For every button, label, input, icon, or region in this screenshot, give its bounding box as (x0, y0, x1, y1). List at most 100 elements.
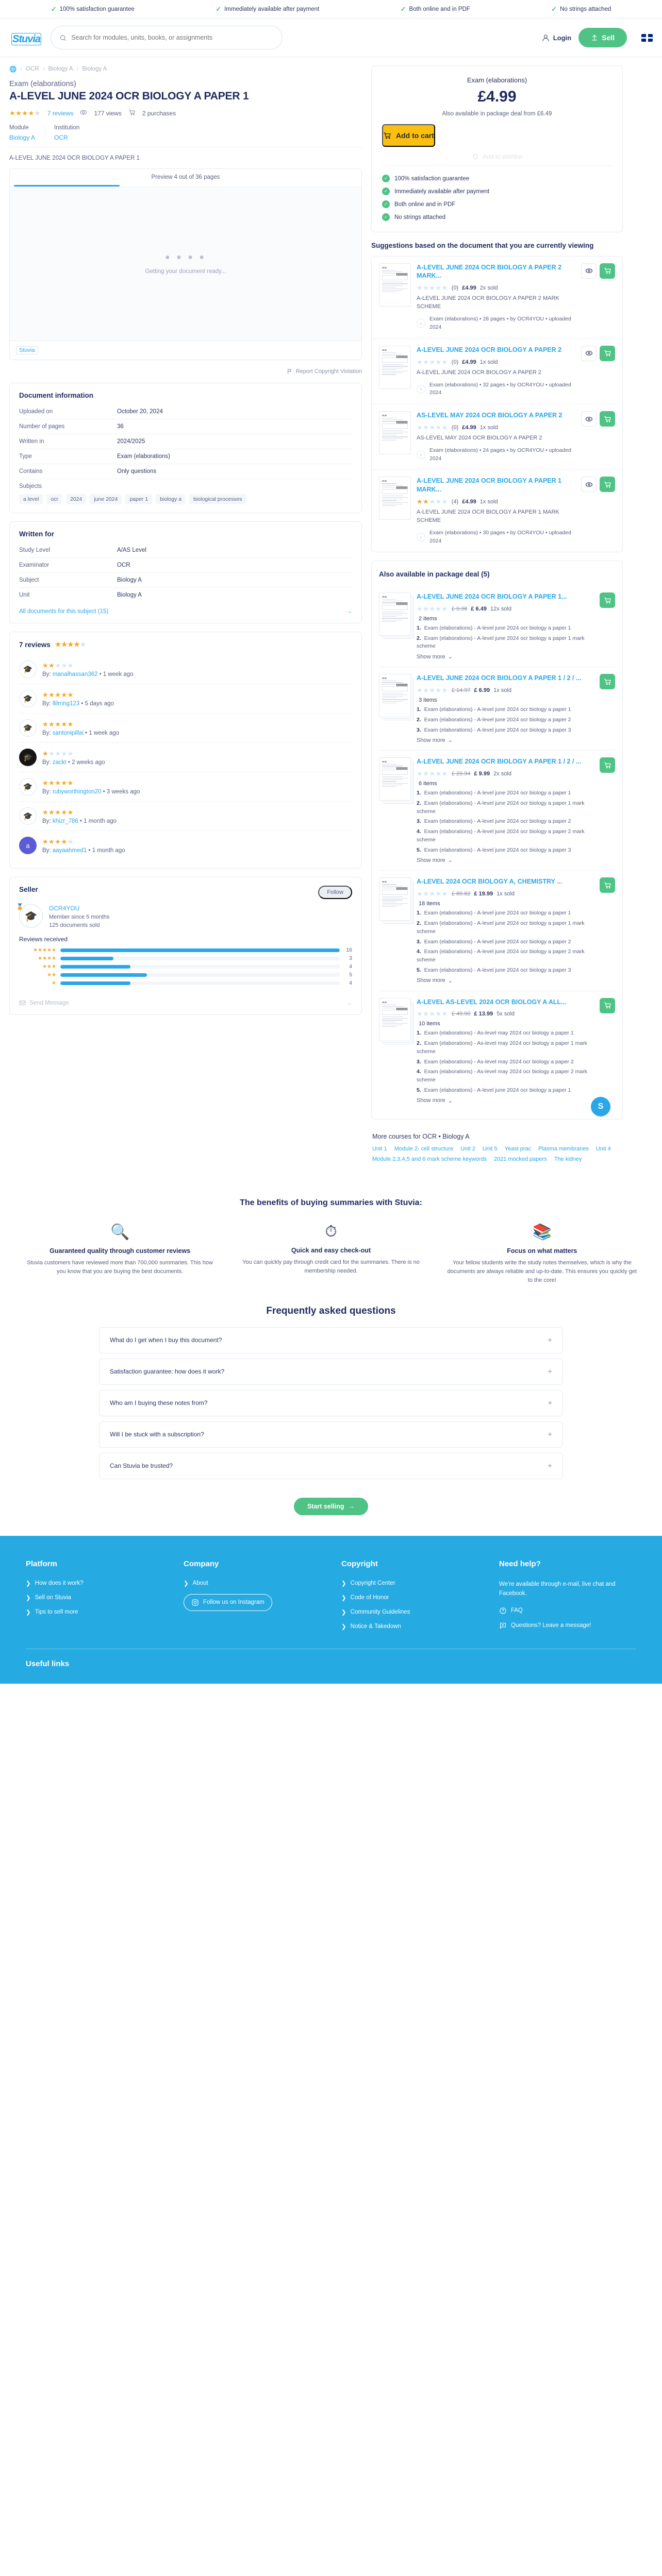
module-value[interactable]: Biology A (9, 134, 36, 141)
list-item[interactable]: OCR A-LEVEL JUNE 2024 OCR BIOLOGY A PAPER… (372, 339, 622, 404)
language-flag-icon[interactable] (641, 33, 653, 42)
package-title-link[interactable]: A-LEVEL 2024 OCR BIOLOGY A, CHEMISTRY ..… (417, 878, 562, 886)
add-to-cart-button[interactable] (600, 997, 615, 1013)
show-more-button[interactable]: Show more ⌄ (417, 977, 453, 984)
list-item[interactable]: OCR AS-LEVEL MAY 2024 OCR BIOLOGY A PAPER… (372, 404, 622, 470)
add-to-cart-button[interactable] (600, 592, 615, 608)
footer-link[interactable]: ❯ How does it work? (26, 1580, 163, 1587)
suggestion-title-link[interactable]: A-LEVEL JUNE 2024 OCR BIOLOGY A PAPER 2 (417, 346, 562, 353)
show-more-button[interactable]: Show more ⌄ (417, 653, 453, 660)
add-to-cart-button[interactable]: Add to cart (382, 124, 435, 147)
show-more-button[interactable]: Show more ⌄ (417, 857, 453, 864)
search-input[interactable] (71, 34, 274, 41)
course-tag[interactable]: Module 2- cell structure (394, 1145, 454, 1152)
add-to-wishlist-button[interactable]: Add to wishlist (382, 147, 612, 165)
reviewer-link[interactable]: zackt (52, 759, 67, 766)
subject-tag[interactable]: 2024 (65, 494, 87, 504)
preview-body[interactable]: ● ● ● ● Getting your document ready... (10, 187, 361, 341)
search-box[interactable] (51, 26, 283, 49)
all-documents-link[interactable]: All documents for this subject (15) → (19, 602, 352, 615)
faq-item[interactable]: Will I be stuck with a subscription? + (99, 1421, 563, 1448)
magnifier-doc-icon: 🔍 (110, 1223, 130, 1241)
course-tag[interactable]: Yeast prac (504, 1145, 532, 1152)
add-to-cart-button[interactable] (600, 877, 615, 893)
list-item[interactable]: OCR A-LEVEL 2024 OCR BIOLOGY A, CHEMISTRY… (379, 871, 615, 991)
faq-link[interactable]: FAQ (499, 1607, 636, 1615)
list-item[interactable]: OCR A-LEVEL AS-LEVEL 2024 OCR BIOLOGY A A… (379, 991, 615, 1111)
course-tag[interactable]: Plasma membranes (538, 1145, 589, 1152)
package-title-link[interactable]: A-LEVEL AS-LEVEL 2024 OCR BIOLOGY A ALL.… (417, 998, 567, 1006)
faq-item[interactable]: Who am I buying these notes from? + (99, 1389, 563, 1416)
globe-icon[interactable]: 🌐 (9, 66, 17, 73)
reviewer-link[interactable]: khizr_786 (52, 818, 78, 824)
start-selling-button[interactable]: Start selling → (293, 1497, 369, 1515)
breadcrumb-item-biology-a[interactable]: Biology A (48, 66, 73, 72)
suggestion-title-link[interactable]: AS-LEVEL MAY 2024 OCR BIOLOGY A PAPER 2 (417, 412, 562, 419)
footer-link[interactable]: ❯ Notice & Takedown (341, 1623, 478, 1630)
faq-item[interactable]: Can Stuvia be trusted? + (99, 1452, 563, 1479)
show-more-button[interactable]: Show more ⌄ (417, 737, 453, 744)
subject-tag[interactable]: biological processes (189, 494, 246, 504)
course-tag[interactable]: Module 2,3,4,5 and 6 mark scheme keyword… (372, 1156, 487, 1162)
list-item[interactable]: OCR A-LEVEL JUNE 2024 OCR BIOLOGY A PAPER… (379, 667, 615, 751)
suggestion-title-link[interactable]: A-LEVEL JUNE 2024 OCR BIOLOGY A PAPER 2 … (417, 263, 562, 280)
report-copyright-row[interactable]: Report Copyright Violation (9, 368, 362, 375)
show-more-button[interactable]: Show more ⌄ (417, 1097, 453, 1104)
add-to-cart-button[interactable] (600, 674, 615, 690)
reviewer-link[interactable]: aayaahmed1 (52, 847, 87, 854)
footer-link[interactable]: ❯ About (184, 1580, 321, 1587)
course-tag[interactable]: Unit 5 (482, 1145, 498, 1152)
subject-tag[interactable]: biology a (156, 494, 186, 504)
list-item[interactable]: OCR A-LEVEL JUNE 2024 OCR BIOLOGY A PAPER… (372, 257, 622, 339)
add-to-cart-button[interactable] (600, 757, 615, 773)
preview-button[interactable] (581, 263, 597, 279)
subject-tag[interactable]: june 2024 (90, 494, 122, 504)
institution-value[interactable]: OCR (54, 134, 68, 141)
list-item[interactable]: OCR A-LEVEL JUNE 2024 OCR BIOLOGY A PAPER… (379, 751, 615, 871)
sell-button[interactable]: Sell (578, 28, 627, 47)
subject-tag[interactable]: paper 1 (125, 494, 153, 504)
footer-link[interactable]: ❯ Copyright Center (341, 1580, 478, 1587)
add-to-cart-button[interactable] (600, 411, 615, 427)
list-item[interactable]: OCR A-LEVEL JUNE 2024 OCR BIOLOGY A PAPER… (379, 586, 615, 668)
faq-item[interactable]: Satisfaction guarantee: how does it work… (99, 1358, 563, 1385)
course-tag[interactable]: Unit 4 (595, 1145, 611, 1152)
preview-button[interactable] (581, 345, 597, 361)
reviewer-link[interactable]: santonipillai (52, 730, 84, 736)
reviewer-link[interactable]: llilrring123 (52, 700, 80, 707)
footer-link[interactable]: ❯ Tips to sell more (26, 1608, 163, 1616)
add-to-cart-button[interactable] (600, 345, 615, 361)
stuvia-logo[interactable]: Stuvia (9, 28, 44, 47)
breadcrumb-item-ocr[interactable]: OCR (26, 66, 39, 72)
breadcrumb-item-biology-a-unit[interactable]: Biology A (82, 66, 107, 72)
preview-button[interactable] (581, 477, 597, 493)
course-tag[interactable]: The kidney (554, 1156, 582, 1162)
send-message-link[interactable]: Send Message → (19, 993, 352, 1006)
footer-link[interactable]: ❯ Community Guidelines (341, 1608, 478, 1616)
list-item[interactable]: OCR A-LEVEL JUNE 2024 OCR BIOLOGY A PAPER… (372, 470, 622, 552)
footer-link[interactable]: ❯ Code of Honor (341, 1594, 478, 1601)
faq-item[interactable]: What do I get when I buy this document? + (99, 1327, 563, 1353)
chat-support-button[interactable]: S (591, 1096, 610, 1116)
instagram-button[interactable]: Follow us on Instagram (184, 1594, 272, 1611)
leave-message-link[interactable]: Questions? Leave a message! (499, 1622, 636, 1630)
course-tag[interactable]: Unit 1 (372, 1145, 387, 1152)
package-title-link[interactable]: A-LEVEL JUNE 2024 OCR BIOLOGY A PAPER 1.… (417, 593, 567, 600)
add-to-cart-button[interactable] (600, 263, 615, 279)
package-title-link[interactable]: A-LEVEL JUNE 2024 OCR BIOLOGY A PAPER 1 … (417, 758, 582, 766)
seller-name-link[interactable]: OCR4YOU (49, 905, 80, 912)
course-tag[interactable]: 2021 mocked papers (493, 1156, 547, 1162)
preview-button[interactable] (581, 411, 597, 427)
package-title-link[interactable]: A-LEVEL JUNE 2024 OCR BIOLOGY A PAPER 1 … (417, 674, 582, 682)
subject-tag[interactable]: ocr (46, 494, 62, 504)
subject-tag[interactable]: a level (19, 494, 43, 504)
follow-button[interactable]: Follow (318, 886, 352, 899)
reviewer-link[interactable]: rubyworthington20 (52, 788, 102, 795)
add-to-cart-button[interactable] (600, 477, 615, 493)
course-tag[interactable]: Unit 2 (460, 1145, 475, 1152)
footer-link[interactable]: ❯ Sell on Stuvia (26, 1594, 163, 1601)
login-button[interactable]: Login (541, 33, 571, 42)
reviewer-link[interactable]: manalhassan362 (52, 671, 98, 677)
reviews-link[interactable]: 7 reviews (47, 109, 74, 117)
suggestion-title-link[interactable]: A-LEVEL JUNE 2024 OCR BIOLOGY A PAPER 1 … (417, 477, 562, 494)
